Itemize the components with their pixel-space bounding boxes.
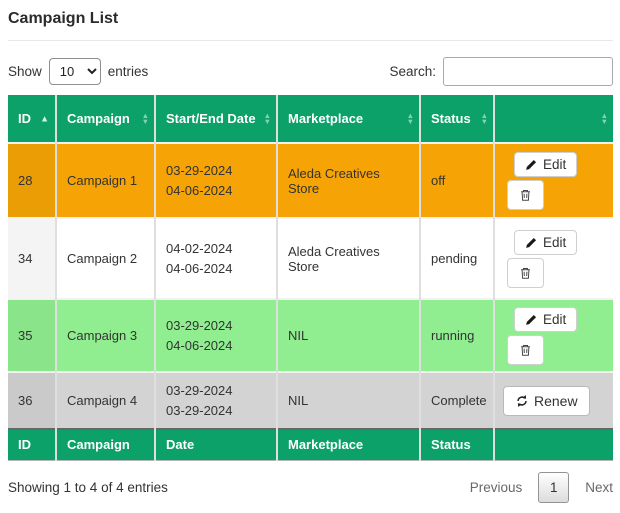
page-1-button[interactable]: 1 — [538, 471, 570, 503]
edit-button[interactable]: Edit — [514, 306, 578, 332]
cell-marketplace: NIL — [277, 298, 421, 372]
cell-actions: Edit — [494, 142, 613, 218]
cell-status: off — [420, 142, 495, 218]
next-button[interactable]: Next — [585, 479, 613, 495]
cell-actions: Renew — [494, 371, 613, 429]
table-controls: Show 10 entries Search: — [8, 57, 613, 86]
cell-id: 28 — [8, 142, 57, 218]
footer-marketplace: Marketplace — [277, 428, 421, 460]
table-bottom-bar: Showing 1 to 4 of 4 entries Previous 1 N… — [8, 471, 613, 503]
column-header-id[interactable]: ID ▲ — [8, 95, 57, 143]
cell-campaign: Campaign 3 — [56, 298, 156, 372]
cell-status: pending — [420, 217, 495, 299]
footer-row: ID Campaign Date Marketplace Status — [8, 428, 613, 460]
cell-dates: 04-02-2024 04-06-2024 — [155, 217, 278, 299]
edit-button[interactable]: Edit — [514, 151, 578, 177]
column-header-actions[interactable]: ▲ ▼ — [494, 95, 613, 143]
delete-button[interactable] — [507, 179, 544, 210]
cell-status: Complete — [420, 371, 495, 429]
table-header: ID ▲ Campaign ▲ ▼ Start/End Date ▲ ▼ Marke… — [8, 95, 613, 143]
pencil-icon — [526, 159, 537, 170]
delete-button[interactable] — [507, 257, 544, 288]
sort-icons: ▲ ▼ — [600, 110, 608, 126]
cell-id: 36 — [8, 371, 57, 429]
edit-button[interactable]: Edit — [514, 229, 578, 255]
footer-campaign: Campaign — [56, 428, 156, 460]
pencil-icon — [526, 237, 537, 248]
campaign-table: ID ▲ Campaign ▲ ▼ Start/End Date ▲ ▼ Marke… — [8, 95, 613, 461]
cell-marketplace: Aleda Creatives Store — [277, 142, 421, 218]
delete-button[interactable] — [507, 334, 544, 365]
column-header-campaign[interactable]: Campaign ▲ ▼ — [56, 95, 156, 143]
cell-actions: Edit — [494, 217, 613, 299]
entries-label: entries — [107, 64, 149, 79]
cell-id: 35 — [8, 298, 57, 372]
entries-select[interactable]: 10 — [48, 58, 101, 85]
refresh-icon — [517, 394, 527, 407]
trash-icon — [521, 344, 530, 356]
page-length-control: Show 10 entries — [8, 58, 148, 85]
search-input[interactable] — [443, 57, 613, 86]
sort-icons: ▲ ▼ — [480, 110, 488, 126]
show-label: Show — [8, 64, 42, 79]
cell-actions: Edit — [494, 298, 613, 372]
trash-icon — [521, 189, 530, 201]
cell-campaign: Campaign 4 — [56, 371, 156, 429]
trash-icon — [521, 267, 530, 279]
table-row: 34 Campaign 2 04-02-2024 04-06-2024 Aled… — [8, 217, 613, 299]
cell-dates: 03-29-2024 03-29-2024 — [155, 371, 278, 429]
search-label: Search: — [389, 64, 436, 79]
search-control: Search: — [389, 57, 613, 86]
table-footer: ID Campaign Date Marketplace Status — [8, 428, 613, 460]
title-divider — [8, 40, 613, 41]
renew-button[interactable]: Renew — [503, 385, 590, 416]
cell-campaign: Campaign 1 — [56, 142, 156, 218]
sort-icons: ▲ ▼ — [406, 110, 414, 126]
cell-dates: 03-29-2024 04-06-2024 — [155, 142, 278, 218]
cell-id: 34 — [8, 217, 57, 299]
column-header-start-end-date[interactable]: Start/End Date ▲ ▼ — [155, 95, 278, 143]
campaign-list-page: Campaign List Show 10 entries Search: ID… — [8, 10, 613, 503]
pencil-icon — [526, 314, 537, 325]
table-row: 36 Campaign 4 03-29-2024 03-29-2024 NIL … — [8, 371, 613, 429]
sort-icons: ▲ ▼ — [141, 110, 149, 126]
cell-campaign: Campaign 2 — [56, 217, 156, 299]
cell-marketplace: NIL — [277, 371, 421, 429]
footer-date: Date — [155, 428, 278, 460]
cell-status: running — [420, 298, 495, 372]
table-info: Showing 1 to 4 of 4 entries — [8, 479, 168, 495]
sort-ascending-icon: ▲ — [40, 113, 49, 123]
cell-marketplace: Aleda Creatives Store — [277, 217, 421, 299]
header-row: ID ▲ Campaign ▲ ▼ Start/End Date ▲ ▼ Marke… — [8, 95, 613, 143]
footer-actions — [494, 428, 613, 460]
page-title: Campaign List — [8, 10, 119, 27]
pagination: Previous 1 Next — [469, 471, 613, 503]
column-header-marketplace[interactable]: Marketplace ▲ ▼ — [277, 95, 421, 143]
footer-status: Status — [420, 428, 495, 460]
cell-dates: 03-29-2024 04-06-2024 — [155, 298, 278, 372]
previous-button[interactable]: Previous — [469, 479, 523, 495]
table-row: 35 Campaign 3 03-29-2024 04-06-2024 NIL … — [8, 298, 613, 372]
table-row: 28 Campaign 1 03-29-2024 04-06-2024 Aled… — [8, 142, 613, 218]
column-header-status[interactable]: Status ▲ ▼ — [420, 95, 495, 143]
table-body: 28 Campaign 1 03-29-2024 04-06-2024 Aled… — [8, 142, 613, 429]
footer-id: ID — [8, 428, 57, 460]
sort-icons: ▲ ▼ — [263, 110, 271, 126]
